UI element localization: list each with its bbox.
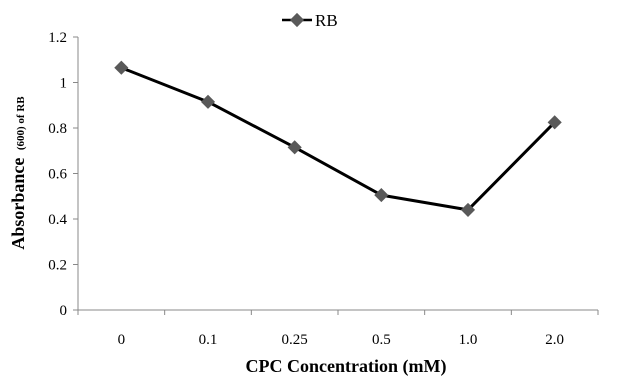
legend-marker-swatch [289, 12, 305, 28]
legend-label-rb: RB [315, 11, 338, 30]
x-tick-label: 0 [118, 332, 126, 348]
x-tick-label: 1.0 [459, 332, 478, 348]
y-tick-label: 0 [60, 303, 68, 319]
x-tick-label: 0.25 [282, 332, 308, 348]
x-axis-title: CPC Concentration (mM) [246, 356, 447, 377]
y-axis-title-main: Absorbance [8, 158, 28, 250]
y-axis-title: Absorbance (600) of RB [8, 96, 28, 250]
data-point-marker [200, 94, 216, 109]
x-tick-label: 0.5 [372, 332, 391, 348]
data-point-marker [460, 202, 476, 217]
y-tick-label: 1 [60, 76, 68, 92]
x-axis-ticks: 0 0.1 0.25 0.5 1.0 2.0 [77, 310, 599, 348]
y-axis-title-subscript: (600) of RB [15, 96, 27, 150]
x-tick-label: 2.0 [545, 332, 564, 348]
y-tick-label: 0.8 [48, 121, 67, 137]
y-tick-label: 0.6 [48, 167, 67, 183]
series-group [114, 60, 562, 217]
data-point-marker [287, 140, 302, 155]
y-tick-label: 0.2 [48, 258, 67, 274]
legend: RB [282, 11, 338, 30]
x-tick-label: 0.1 [199, 332, 218, 348]
data-point-marker [374, 188, 389, 203]
y-tick-label: 0.4 [48, 212, 67, 228]
data-point-marker [114, 60, 129, 75]
y-axis-ticks: 0 0.2 0.4 0.6 0.8 1 1.2 [48, 30, 78, 319]
y-tick-label: 1.2 [48, 30, 67, 46]
series-line-rb [120, 66, 556, 212]
data-point-marker [547, 115, 562, 130]
